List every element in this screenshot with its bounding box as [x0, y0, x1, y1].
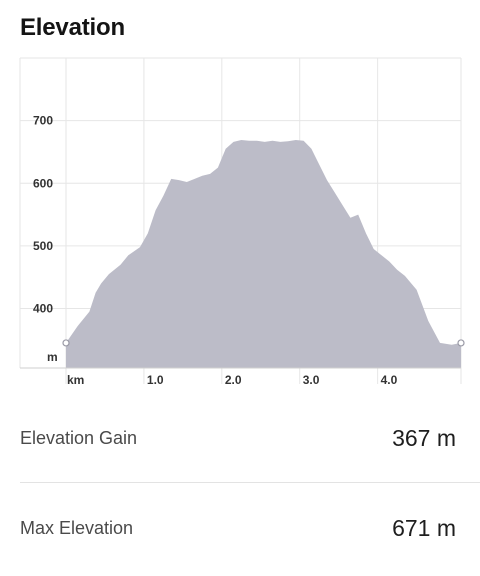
start-point-marker [62, 339, 70, 347]
x-tick-label: 1.0 [147, 373, 164, 387]
elevation-gain-label: Elevation Gain [20, 428, 138, 448]
y-tick-label: 500 [33, 239, 53, 253]
end-point-marker [457, 339, 465, 347]
elevation-area [66, 140, 461, 368]
elevation-gain-value: 367 m [392, 425, 456, 451]
y-tick-label: 700 [33, 114, 53, 128]
x-tick-label: 4.0 [381, 373, 398, 387]
x-unit-label: km [67, 373, 84, 387]
stat-row-max-elevation: Max Elevation 671 m [0, 482, 480, 574]
page-title: Elevation [20, 14, 125, 41]
y-tick-label: 600 [33, 176, 53, 190]
max-elevation-label: Max Elevation [20, 518, 134, 538]
x-tick-label: 2.0 [225, 373, 242, 387]
stat-row-elevation-gain: Elevation Gain 367 m [0, 392, 480, 484]
max-elevation-value: 671 m [392, 515, 456, 541]
x-tick-label: 3.0 [303, 373, 320, 387]
y-unit-label: m [47, 350, 58, 364]
elevation-chart[interactable]: 400 500 600 700 1.0 2.0 3.0 4.0 kmm [0, 0, 480, 400]
y-tick-label: 400 [33, 302, 53, 316]
divider [20, 482, 480, 483]
